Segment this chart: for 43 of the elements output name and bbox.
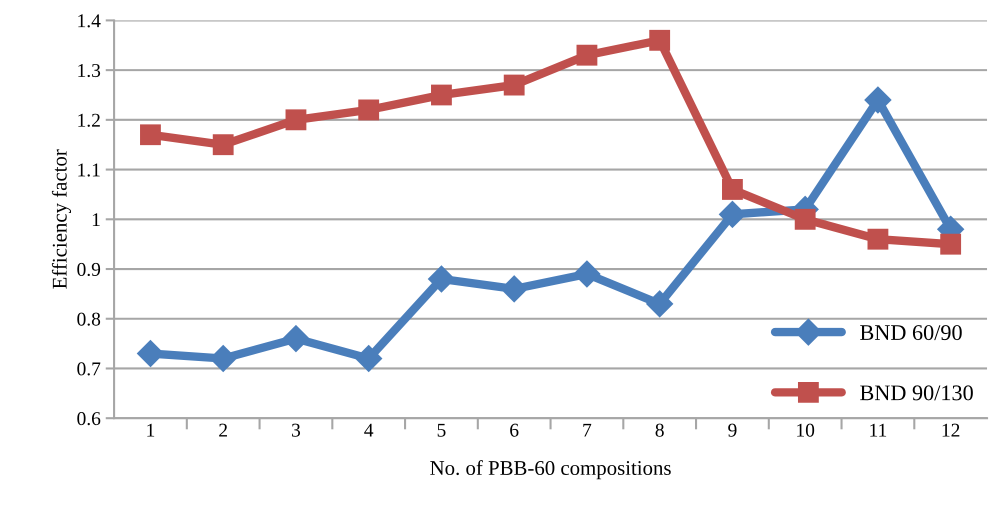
x-tick-label: 12	[942, 424, 960, 437]
y-tick-label: 1.2	[78, 114, 100, 127]
y-tick-label: 1	[92, 213, 100, 226]
legend-label: BND 60/90	[860, 325, 962, 340]
point	[722, 179, 743, 200]
y-tick-label: 0.7	[77, 362, 100, 376]
y-tick-label: 0.6	[77, 412, 100, 426]
y-tick-label: 0.8	[77, 312, 100, 326]
point	[504, 74, 525, 96]
y-tick-label: 0.9	[77, 262, 100, 276]
x-tick-label: 10	[797, 424, 814, 437]
point	[868, 228, 888, 250]
point	[282, 325, 310, 352]
x-tick-label: 3	[292, 424, 300, 437]
point	[428, 266, 455, 292]
point	[286, 109, 306, 130]
y-tick-label: 1.4	[78, 14, 101, 28]
point	[140, 124, 161, 146]
y-tick-label: 1.3	[78, 64, 100, 78]
x-tick-label: 8	[656, 424, 664, 437]
point	[864, 86, 892, 114]
x-tick-label: 1	[147, 424, 154, 437]
point	[573, 260, 600, 288]
x-tick-label: 9	[728, 424, 736, 437]
x-tick-label: 11	[870, 424, 886, 437]
point	[358, 99, 380, 120]
legend-label: BND 90/130	[860, 385, 973, 400]
point	[355, 345, 382, 372]
point	[794, 208, 816, 230]
y-tick-label: 1.1	[78, 163, 100, 177]
point	[649, 30, 670, 51]
x-axis-title: No. of PBB-60 compositions	[430, 460, 671, 480]
x-tick-label: 4	[364, 424, 374, 437]
point	[576, 44, 598, 66]
point	[940, 234, 962, 255]
x-tick-label: 5	[438, 424, 446, 437]
x-tick-label: 2	[219, 424, 227, 437]
x-tick-label: 6	[510, 424, 518, 437]
point	[431, 84, 452, 106]
y-axis-title: Efficiency factor	[52, 149, 72, 289]
x-tick-label: 7	[583, 424, 592, 437]
point	[212, 134, 234, 156]
point	[646, 290, 674, 318]
